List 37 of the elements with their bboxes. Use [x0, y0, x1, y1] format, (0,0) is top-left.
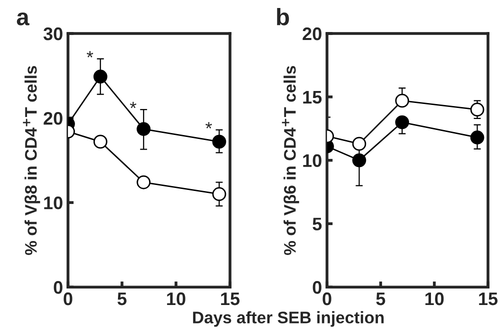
y-tick-label: 5 — [312, 218, 322, 230]
x-tick-label: 0 — [322, 292, 332, 306]
point — [93, 134, 108, 149]
point — [93, 70, 108, 84]
x-tick-label: 0 — [64, 292, 72, 306]
point — [212, 187, 226, 202]
x-tick-label: 5 — [376, 292, 386, 306]
y-tick-label: 30 — [43, 27, 62, 40]
point — [136, 175, 151, 190]
point — [470, 102, 484, 117]
x-tick-label: 5 — [118, 292, 127, 306]
y-axis-title: % of Vβ6 in CD4$^{+}$T cells — [282, 66, 300, 255]
chart-title: b — [277, 8, 289, 26]
y-tick-label: 15 — [303, 91, 322, 104]
point — [352, 153, 366, 168]
y-tick-label: 20 — [302, 27, 322, 40]
y-tick-label: 20 — [44, 112, 62, 125]
x-tick-label: 15 — [479, 292, 498, 306]
annotation: * — [206, 122, 212, 128]
y-tick-label: 10 — [44, 196, 62, 210]
y-tick-label: 10 — [303, 154, 322, 168]
annotation: * — [86, 51, 94, 58]
y-axis-title: % of Vβ8 in CD4$^{+}$T cells — [22, 66, 40, 255]
point — [470, 130, 484, 144]
y-tick-label: 0 — [54, 281, 62, 294]
point — [352, 136, 366, 151]
x-tick-label: 10 — [167, 292, 186, 306]
point — [395, 115, 410, 130]
chart-title: a — [16, 12, 30, 26]
x-tick-label: 15 — [221, 292, 240, 306]
point — [212, 134, 226, 149]
point — [395, 94, 410, 108]
annotation: * — [130, 102, 136, 108]
x-tick-label: 10 — [425, 292, 444, 306]
x-axis-title: Days after SEB injection — [193, 311, 384, 327]
point — [136, 122, 151, 136]
y-tick-label: 0 — [312, 281, 322, 294]
